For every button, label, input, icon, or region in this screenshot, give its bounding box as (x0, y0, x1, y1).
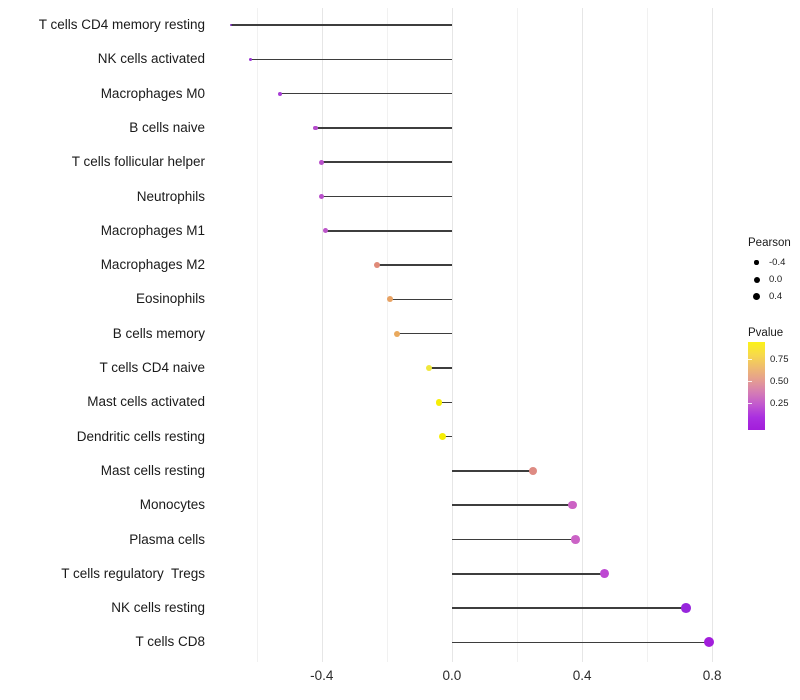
gridline-major (321, 8, 323, 662)
pvalue-gradient-bar (748, 342, 765, 430)
stem-line (451, 641, 709, 644)
stem-line (451, 504, 573, 506)
gridline-minor (517, 8, 518, 662)
data-point (248, 57, 252, 61)
y-axis-label: Mast cells activated (87, 394, 205, 410)
stem-line (325, 230, 452, 232)
legend-pvalue-tick (748, 402, 752, 405)
stem-line (230, 24, 452, 26)
data-point (529, 466, 538, 475)
y-axis-label: Dendritic cells resting (76, 428, 205, 444)
x-axis-tick-label: 0.8 (702, 668, 722, 683)
data-point (568, 500, 577, 510)
stem-line (377, 264, 452, 266)
y-axis-label: NK cells resting (111, 600, 205, 616)
legend-size-label: 0.4 (769, 291, 783, 302)
legend-pvalue-title: Pvalue (748, 327, 784, 339)
data-point (277, 91, 282, 96)
legend-size-dot (754, 260, 759, 265)
y-axis-label: Eosinophils (135, 291, 205, 307)
data-point (425, 364, 433, 372)
stem-line (315, 127, 452, 129)
y-axis-label: T cells CD8 (135, 634, 205, 650)
legend-size-label: 0.0 (769, 274, 783, 285)
legend-pvalue-tick (748, 358, 752, 361)
legend-pvalue-label: 0.50 (770, 376, 789, 387)
x-axis-tick-label: 0.4 (572, 668, 592, 683)
gridline-minor (647, 8, 649, 662)
data-point (319, 194, 325, 199)
data-point (438, 433, 446, 440)
y-axis-label: Mast cells resting (100, 462, 205, 478)
data-point (571, 535, 580, 544)
y-axis-label: T cells CD4 naive (99, 360, 205, 375)
stem-line (279, 92, 452, 95)
y-axis-label: NK cells activated (97, 51, 205, 67)
stem-line (451, 470, 534, 472)
stem-line (451, 607, 687, 609)
data-point (229, 23, 232, 27)
y-axis-label: Macrophages M1 (100, 222, 205, 238)
stem-line (396, 332, 452, 335)
x-axis-tick-label: -0.4 (310, 668, 334, 683)
stem-line (429, 367, 452, 369)
gridline-major (582, 8, 584, 662)
legend-size-label: -0.4 (769, 257, 786, 268)
gridline-minor (256, 8, 258, 662)
gridline-major (712, 8, 714, 662)
data-point (374, 262, 381, 268)
y-axis-label: T cells regulatory Tregs (61, 565, 205, 581)
y-axis-label: Neutrophils (136, 188, 205, 204)
gridline-major (451, 8, 453, 662)
data-point (681, 603, 692, 613)
gridline-minor (386, 8, 388, 662)
y-axis-label: Monocytes (139, 497, 205, 513)
stem-line (321, 195, 452, 198)
data-point (435, 398, 443, 406)
legend-size-dot (752, 292, 761, 301)
legend-pvalue-label: 0.25 (770, 398, 789, 409)
x-axis-tick-label: 0.0 (442, 668, 462, 683)
stem-line (321, 161, 452, 163)
y-axis-label: B cells naive (129, 119, 205, 135)
data-point (322, 228, 328, 234)
data-point (387, 296, 394, 303)
legend-size-dot (753, 276, 760, 283)
legend-pearson-title: Pearson (748, 237, 791, 249)
y-axis-label: Macrophages M0 (100, 85, 205, 101)
stem-line (442, 435, 452, 438)
legend-pvalue-tick (748, 380, 752, 383)
stem-line (451, 538, 576, 541)
y-axis-label: Plasma cells (129, 531, 205, 547)
stem-line (451, 573, 605, 575)
data-point (703, 637, 714, 648)
y-axis-label: T cells CD4 memory resting (38, 17, 205, 32)
data-point (312, 125, 318, 131)
y-axis-label: Macrophages M2 (100, 257, 205, 273)
data-point (600, 569, 610, 579)
legend-pvalue-label: 0.75 (770, 354, 789, 365)
stem-line (390, 298, 452, 301)
stem-line (250, 58, 452, 61)
stem-line (438, 401, 452, 404)
data-point (319, 159, 325, 165)
y-axis-label: B cells memory (112, 325, 205, 341)
data-point (393, 330, 400, 337)
y-axis-label: T cells follicular helper (71, 154, 205, 170)
